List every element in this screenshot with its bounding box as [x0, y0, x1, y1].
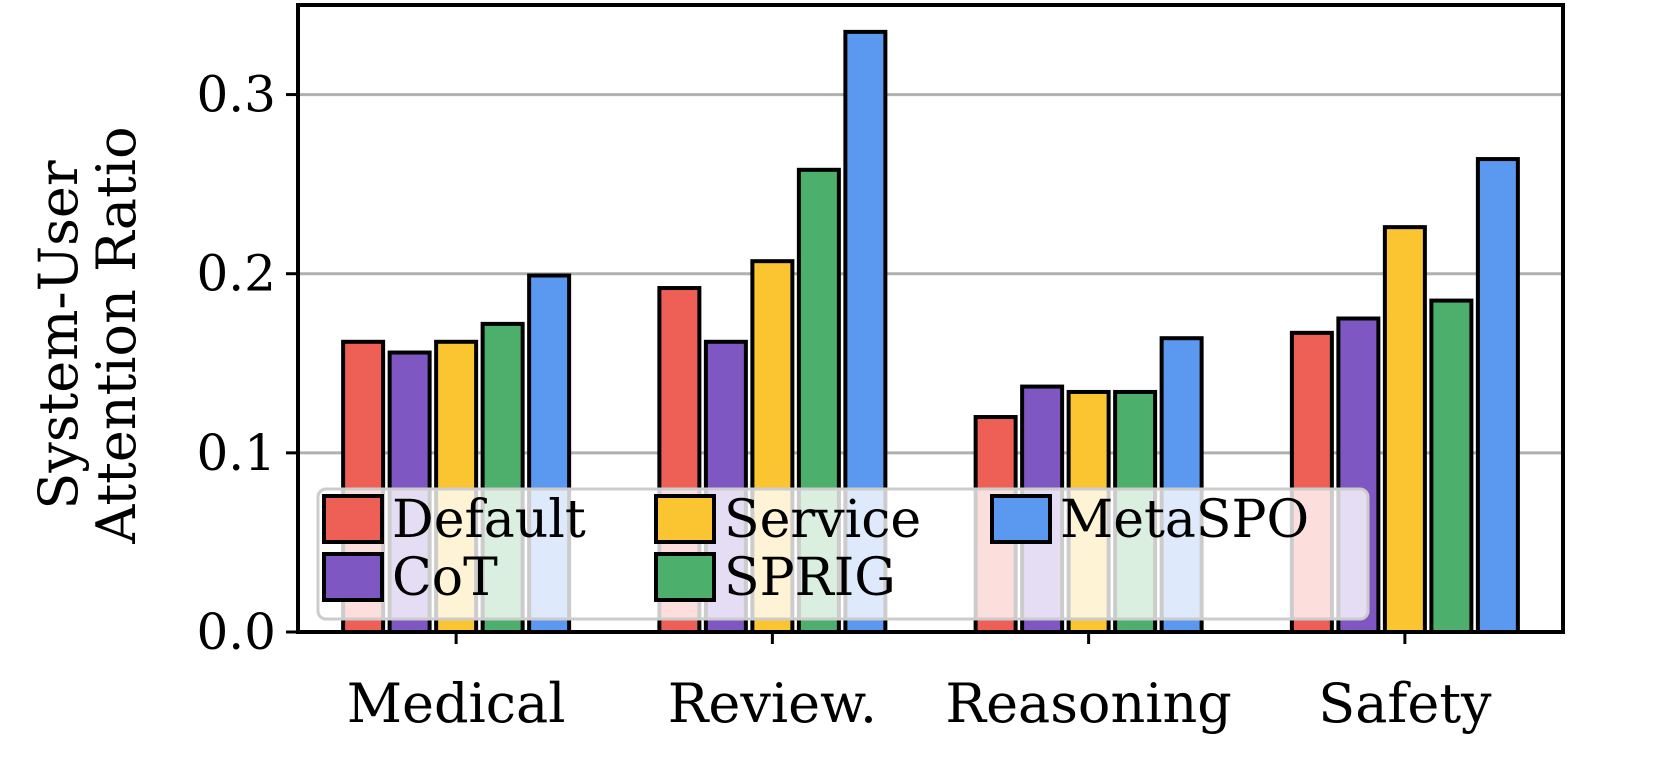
bar-metaspo-safety: [1475, 157, 1520, 634]
y-ticks: 0.0 0.1 0.2 0.3: [196, 66, 298, 661]
x-ticks: Medical Review. Reasoning Safety: [347, 632, 1492, 735]
x-tick-label: Review.: [668, 672, 877, 735]
bar-sprig-safety: [1429, 298, 1474, 634]
legend-swatch-cot: [322, 552, 384, 602]
y-axis-label-line-2: Attention Ratio: [85, 126, 148, 544]
legend-label-default: Default: [392, 490, 586, 550]
legend-swatch-metaspo: [990, 494, 1052, 544]
legend-swatch-sprig: [654, 552, 716, 602]
legend-swatch-service: [654, 494, 716, 544]
axes: [296, 3, 1565, 634]
x-tick-label: Medical: [347, 672, 566, 735]
bar-service-safety: [1382, 225, 1427, 634]
x-tick-label: Reasoning: [945, 672, 1231, 735]
plot-frame: [296, 3, 1565, 634]
x-tick-label: Safety: [1318, 672, 1492, 735]
legend-label-service: Service: [724, 490, 921, 550]
legend-label-sprig: SPRIG: [724, 548, 896, 608]
legend-label-metaspo: MetaSPO: [1060, 490, 1309, 550]
y-tick-label: 0.1: [196, 424, 276, 482]
y-tick-label: 0.3: [196, 66, 276, 124]
legend-label-cot: CoT: [392, 548, 498, 608]
y-tick-label: 0.2: [196, 245, 276, 303]
y-tick-label: 0.0: [196, 603, 276, 661]
y-axis-label-line-1: System-User: [27, 160, 90, 509]
legend-box: [316, 487, 1370, 621]
legend-swatch-default: [322, 494, 384, 544]
y-axis-label: System-User Attention Ratio: [27, 126, 148, 544]
